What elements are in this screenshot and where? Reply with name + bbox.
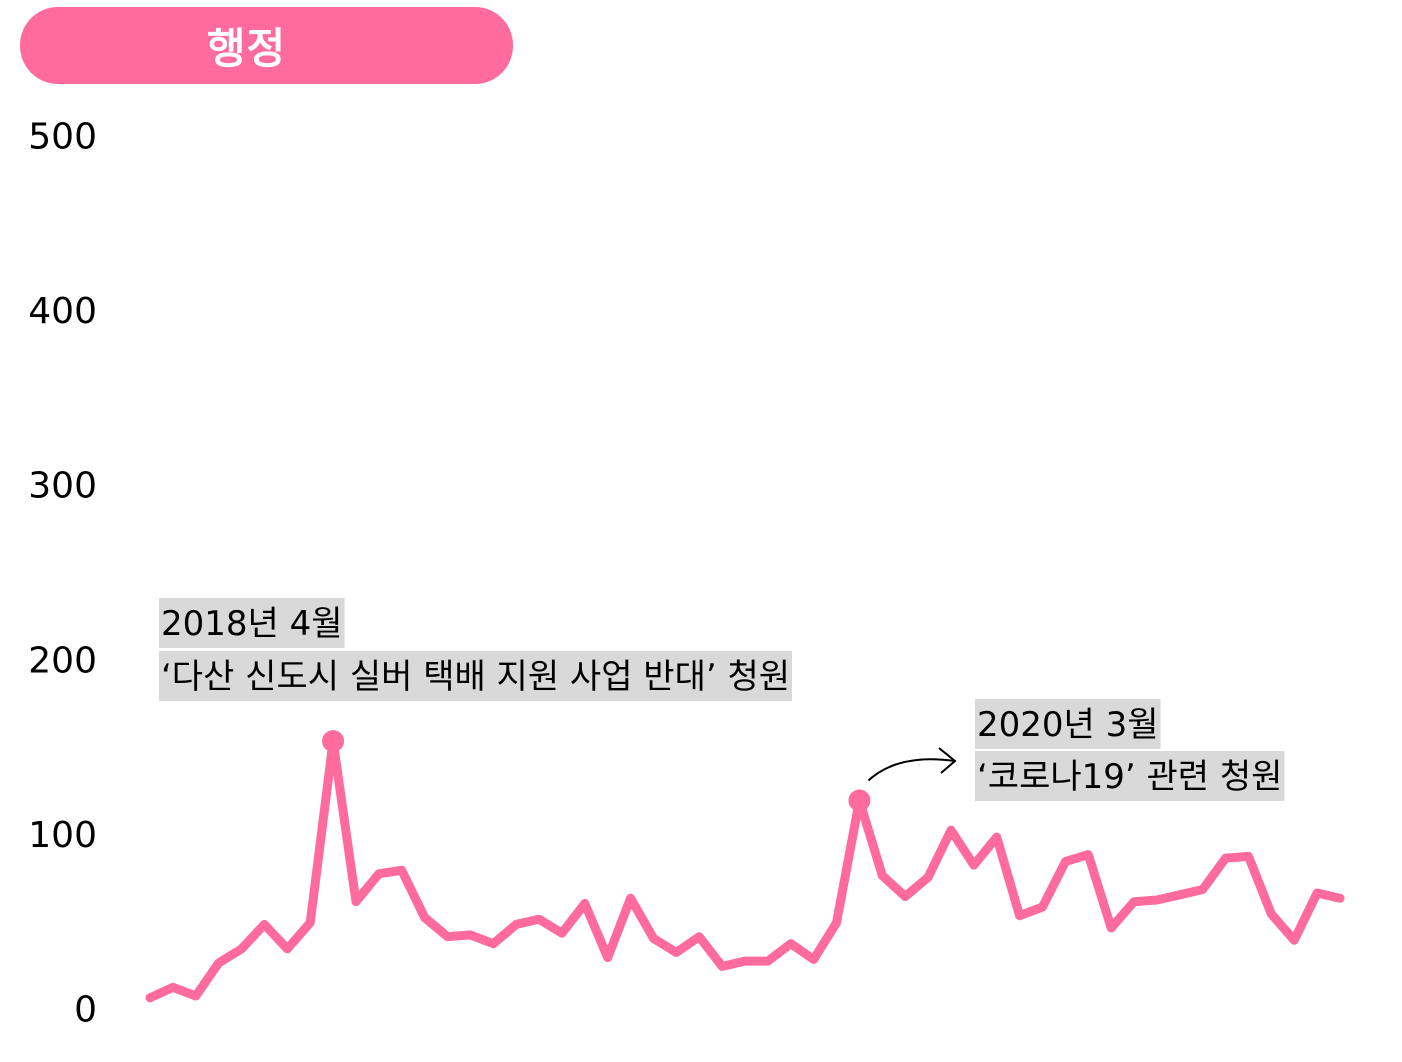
chart-title-pill: 행정 <box>20 7 513 84</box>
annotation-layer: 2018년 4월 ‘다산 신도시 실버 택배 지원 사업 반대’ 청원 2020년 … <box>159 598 1285 801</box>
y-axis: 500 400 300 200 100 0 <box>28 117 97 1031</box>
y-tick-label: 200 <box>28 640 97 681</box>
annotation-date-bg <box>975 699 1161 749</box>
annotation-marker <box>322 730 345 753</box>
annotation-date: 2018년 4월 <box>161 604 343 644</box>
chart-title: 행정 <box>206 24 287 73</box>
y-tick-label: 500 <box>28 117 97 158</box>
annotation-arrow <box>867 758 956 782</box>
y-tick-label: 0 <box>74 990 97 1031</box>
annotation-marker <box>848 789 871 812</box>
series-line <box>145 736 1345 1003</box>
annotation-text: ‘코로나19’ 관련 청원 <box>977 757 1282 797</box>
annotation-date-bg <box>159 598 345 648</box>
y-tick-label: 400 <box>28 291 97 332</box>
annotation-arrowhead <box>938 747 957 774</box>
y-tick-label: 100 <box>28 815 97 856</box>
annotation-text-bg <box>975 751 1285 801</box>
series-layer <box>145 730 1345 1003</box>
annotation-text-bg <box>159 651 793 701</box>
annotation-date: 2020년 3월 <box>977 705 1159 745</box>
annotation-text: ‘다산 신도시 실버 택배 지원 사업 반대’ 청원 <box>161 657 790 697</box>
y-tick-label: 300 <box>28 466 97 507</box>
